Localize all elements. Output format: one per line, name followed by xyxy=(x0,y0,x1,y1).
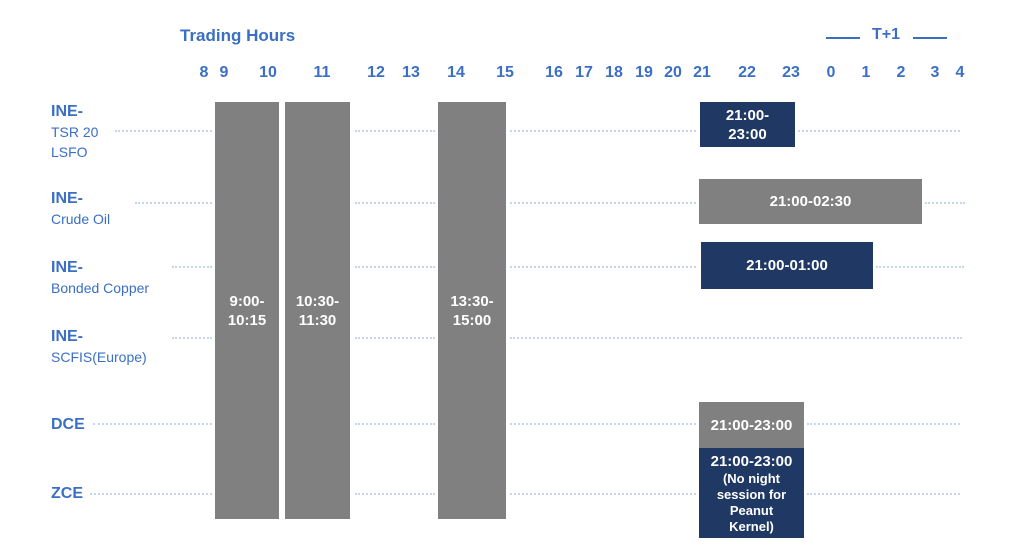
hour-tick: 18 xyxy=(605,64,623,81)
row-guide xyxy=(355,337,435,339)
row-label-ine-bonded-copper: INE- Bonded Copper xyxy=(51,258,149,298)
row-guide xyxy=(510,337,962,339)
row-code: DCE xyxy=(51,416,85,433)
hour-tick: 19 xyxy=(635,64,653,81)
row-guide xyxy=(807,423,960,425)
hour-tick: 8 xyxy=(199,64,209,81)
row-guide xyxy=(510,493,696,495)
hour-tick: 21 xyxy=(693,64,711,81)
hour-tick: 3 xyxy=(930,64,940,81)
chart-title: Trading Hours xyxy=(180,26,296,45)
night-session-ine-bonded-copper: 21:00-01:00 xyxy=(701,242,873,289)
row-code: INE- xyxy=(51,328,83,345)
hour-tick: 14 xyxy=(447,64,465,81)
row-guide xyxy=(510,423,696,425)
row-guide xyxy=(510,202,696,204)
hour-tick: 4 xyxy=(955,64,965,81)
t1-right-rule xyxy=(913,37,947,39)
row-code: INE- xyxy=(51,103,83,120)
row-guide xyxy=(925,202,965,204)
night-session-note: (No night session for Peanut Kernel) xyxy=(716,470,787,534)
day-session-morning-1: 9:00- 10:15 xyxy=(215,102,279,519)
row-guide xyxy=(355,130,435,132)
row-product: SCFIS(Europe) xyxy=(51,349,147,365)
hour-tick: 13 xyxy=(402,64,420,81)
hour-tick: 1 xyxy=(861,64,871,81)
row-product: TSR 20 LSFO xyxy=(51,124,99,160)
row-guide xyxy=(172,266,212,268)
day-session-morning-2: 10:30- 11:30 xyxy=(285,102,350,519)
row-guide xyxy=(355,202,435,204)
night-session-time: 21:00-23:00 xyxy=(710,452,793,470)
row-guide xyxy=(510,130,696,132)
row-guide xyxy=(172,337,212,339)
row-label-ine-scfis-europe: INE- SCFIS(Europe) xyxy=(51,327,147,367)
row-label-zce: ZCE xyxy=(51,484,83,504)
row-guide xyxy=(115,130,212,132)
night-session-zce: 21:00-23:00 (No night session for Peanut… xyxy=(699,448,804,538)
hour-tick: 17 xyxy=(575,64,593,81)
row-label-dce: DCE xyxy=(51,415,85,435)
t1-label: T+1 xyxy=(872,26,901,43)
hour-tick: 0 xyxy=(826,64,836,81)
row-guide xyxy=(876,266,964,268)
day-session-afternoon: 13:30- 15:00 xyxy=(438,102,506,519)
night-session-ine-tsr20-lsfo: 21:00- 23:00 xyxy=(700,102,795,147)
row-guide xyxy=(355,423,435,425)
t1-left-rule xyxy=(826,37,860,39)
row-guide xyxy=(807,493,960,495)
hour-tick: 12 xyxy=(367,64,385,81)
row-code: INE- xyxy=(51,259,83,276)
night-session-dce: 21:00-23:00 xyxy=(699,402,804,448)
hour-tick: 9 xyxy=(219,64,229,81)
row-guide xyxy=(798,130,960,132)
night-session-ine-crude-oil: 21:00-02:30 xyxy=(699,179,922,224)
hour-tick: 15 xyxy=(496,64,514,81)
row-guide xyxy=(93,423,212,425)
row-guide xyxy=(90,493,212,495)
row-label-ine-tsr20-lsfo: INE- TSR 20 LSFO xyxy=(51,102,98,162)
row-code: ZCE xyxy=(51,485,83,502)
row-guide xyxy=(510,266,696,268)
hour-tick: 11 xyxy=(313,64,331,81)
hour-tick: 16 xyxy=(545,64,563,81)
row-guide xyxy=(355,266,435,268)
row-code: INE- xyxy=(51,190,83,207)
hour-tick: 2 xyxy=(896,64,906,81)
row-product: Bonded Copper xyxy=(51,280,150,296)
hour-tick: 10 xyxy=(259,64,277,81)
row-product: Crude Oil xyxy=(51,211,111,227)
row-guide xyxy=(355,493,435,495)
hour-tick: 22 xyxy=(738,64,756,81)
row-label-ine-crude-oil: INE- Crude Oil xyxy=(51,189,110,229)
hour-tick: 20 xyxy=(664,64,682,81)
row-guide xyxy=(135,202,212,204)
hour-tick: 23 xyxy=(782,64,800,81)
